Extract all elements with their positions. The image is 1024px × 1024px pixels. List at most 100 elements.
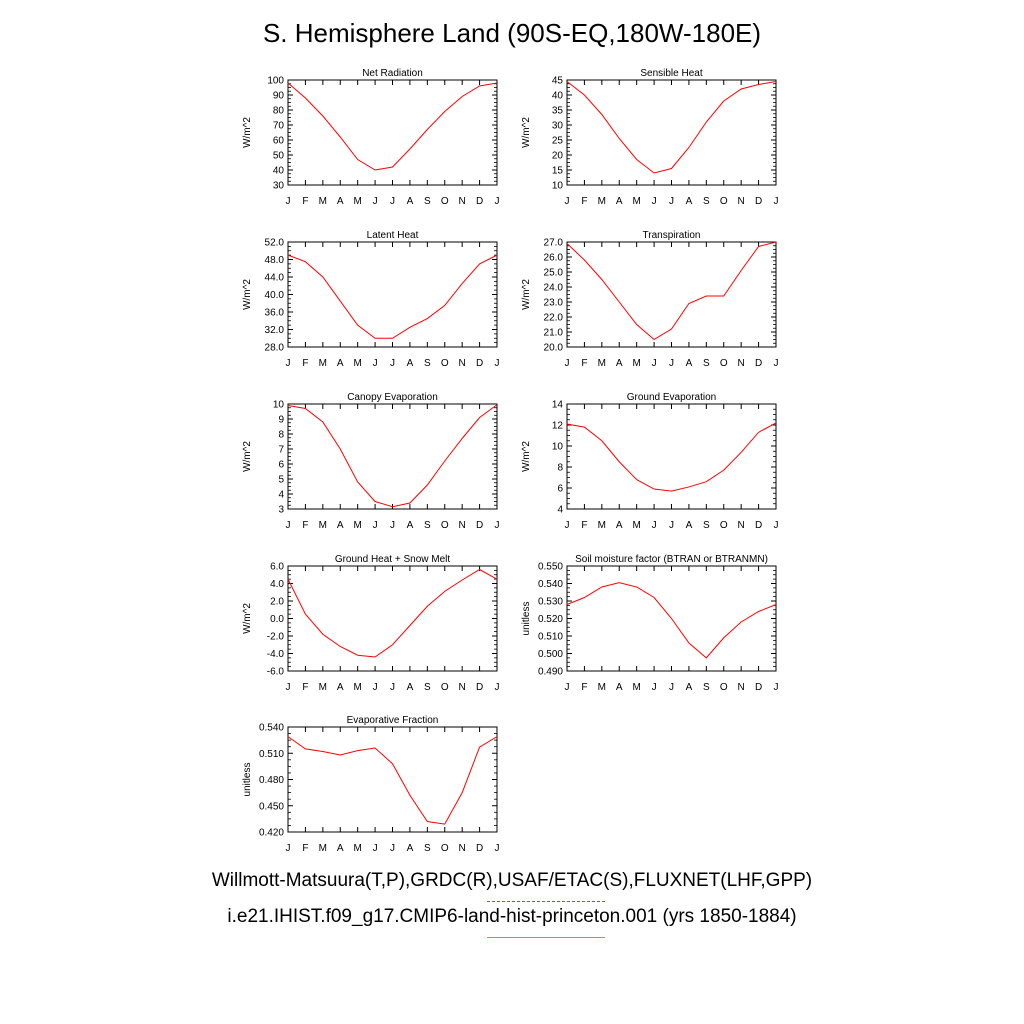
- sensible-heat-x-tick-label: A: [616, 196, 623, 207]
- sensible-heat-y-tick-label: 45: [552, 76, 564, 87]
- ground-heat-snow-melt-y-tick-label: -2.0: [267, 632, 285, 643]
- transpiration-x-tick-label: O: [720, 358, 728, 369]
- ground-evaporation-y-tick-label: 4: [557, 505, 563, 516]
- ground-evaporation-x-tick-label: M: [632, 520, 640, 531]
- net-radiation-y-tick-label: 60: [273, 136, 285, 147]
- transpiration-data-point: [653, 339, 654, 340]
- net-radiation-x-tick-label: M: [353, 196, 361, 207]
- ground-heat-snow-melt-x-tick-label: O: [441, 682, 449, 693]
- evaporative-fraction-data-point: [340, 754, 341, 755]
- ground-heat-snow-melt-y-tick-label: 2.0: [270, 597, 284, 608]
- soil-moisture-factor-btran-or-btranmn-x-tick-label: J: [565, 682, 570, 693]
- ground-evaporation-x-tick-label: F: [581, 520, 587, 531]
- evaporative-fraction-data-point: [374, 747, 375, 748]
- sensible-heat-data-point: [601, 114, 602, 115]
- net-radiation-plot-frame: [287, 79, 498, 186]
- sensible-heat-x-tick-label: N: [738, 196, 745, 207]
- canopy-evaporation-data-point: [479, 417, 480, 418]
- soil-moisture-factor-btran-or-btranmn-x-tick-label: M: [598, 682, 606, 693]
- ground-evaporation-x-tick-label: A: [686, 520, 693, 531]
- soil-moisture-factor-btran-or-btranmn-y-tick-label: 0.510: [538, 632, 563, 643]
- ground-heat-snow-melt-y-axis-label: W/m^2: [242, 603, 253, 634]
- latent-heat-title: Latent Heat: [367, 230, 419, 241]
- ground-evaporation-data-point: [758, 432, 759, 433]
- ground-evaporation-x-tick-label: N: [738, 520, 745, 531]
- net-radiation-data-point: [287, 82, 288, 83]
- sensible-heat-x-tick-label: F: [581, 196, 587, 207]
- sensible-heat-x-tick-label: J: [565, 196, 570, 207]
- evaporative-fraction-y-tick-label: 0.480: [259, 775, 284, 786]
- sensible-heat-data-point: [671, 168, 672, 169]
- ground-evaporation-x-tick-label: O: [720, 520, 728, 531]
- net-radiation-data-point: [392, 166, 393, 167]
- net-radiation-data-point: [496, 82, 497, 83]
- canopy-evaporation-title: Canopy Evaporation: [347, 392, 438, 403]
- soil-moisture-factor-btran-or-btranmn-data-point: [775, 604, 776, 605]
- net-radiation-x-tick-label: J: [495, 196, 500, 207]
- transpiration-y-tick-label: 21.0: [544, 328, 564, 339]
- soil-moisture-factor-btran-or-btranmn-data-point: [741, 621, 742, 622]
- canopy-evaporation-data-point: [427, 484, 428, 485]
- ground-heat-snow-melt-chart: Ground Heat + Snow Melt -6.0 -4.0 -2.0 0.0 2.…: [242, 554, 500, 693]
- net-radiation-data-point: [305, 97, 306, 98]
- canopy-evaporation-x-tick-label: J: [373, 520, 378, 531]
- ground-heat-snow-melt-series-line: [287, 568, 498, 658]
- soil-moisture-factor-btran-or-btranmn-data-point: [688, 642, 689, 643]
- canopy-evaporation-data-point: [496, 404, 497, 405]
- canopy-evaporation-data-point: [357, 481, 358, 482]
- ground-evaporation-y-tick-label: 14: [552, 400, 564, 411]
- evaporative-fraction-y-axis-label: unitless: [242, 763, 253, 797]
- canopy-evaporation-data-point: [340, 448, 341, 449]
- transpiration-x-tick-label: J: [774, 358, 779, 369]
- canopy-evaporation-data-point: [462, 438, 463, 439]
- sensible-heat-x-tick-label: J: [669, 196, 674, 207]
- sensible-heat-y-tick-label: 15: [552, 166, 564, 177]
- sensible-heat-series-line: [566, 81, 777, 174]
- transpiration-x-tick-label: S: [703, 358, 710, 369]
- ground-evaporation-data-point: [619, 461, 620, 462]
- ground-heat-snow-melt-data-point: [392, 644, 393, 645]
- sensible-heat-x-tick-label: O: [720, 196, 728, 207]
- transpiration-x-tick-label: A: [686, 358, 693, 369]
- ground-heat-snow-melt-y-tick-label: 4.0: [270, 579, 284, 590]
- evaporative-fraction-x-tick-label: M: [353, 843, 361, 854]
- sensible-heat-y-tick-label: 30: [552, 121, 564, 132]
- net-radiation-y-tick-label: 30: [273, 181, 285, 192]
- transpiration-x-tick-label: J: [565, 358, 570, 369]
- soil-moisture-factor-btran-or-btranmn-title: Soil moisture factor (BTRAN or BTRANMN): [575, 554, 768, 565]
- latent-heat-x-tick-label: A: [337, 358, 344, 369]
- soil-moisture-factor-btran-or-btranmn-y-tick-label: 0.550: [538, 562, 563, 573]
- latent-heat-data-point: [444, 305, 445, 306]
- ground-evaporation-y-tick-label: 10: [552, 442, 564, 453]
- ground-heat-snow-melt-data-point: [322, 634, 323, 635]
- sensible-heat-x-tick-label: A: [686, 196, 693, 207]
- evaporative-fraction-x-tick-label: D: [476, 843, 483, 854]
- soil-moisture-factor-btran-or-btranmn-y-tick-label: 0.490: [538, 667, 563, 678]
- latent-heat-data-point: [374, 338, 375, 339]
- soil-moisture-factor-btran-or-btranmn-y-tick-label: 0.540: [538, 579, 563, 590]
- net-radiation-data-point: [357, 159, 358, 160]
- net-radiation-data-point: [479, 85, 480, 86]
- soil-moisture-factor-btran-or-btranmn-y-axis-label: unitless: [521, 602, 532, 636]
- model-legend-swatch: [487, 937, 605, 938]
- ground-evaporation-y-tick-label: 8: [557, 463, 563, 474]
- evaporative-fraction-data-point: [392, 763, 393, 764]
- canopy-evaporation-x-tick-label: N: [459, 520, 466, 531]
- ground-evaporation-data-point: [688, 486, 689, 487]
- ground-heat-snow-melt-y-tick-label: 6.0: [270, 562, 284, 573]
- net-radiation-data-point: [322, 115, 323, 116]
- soil-moisture-factor-btran-or-btranmn-data-point: [601, 586, 602, 587]
- ground-evaporation-data-point: [706, 481, 707, 482]
- sensible-heat-x-tick-label: D: [755, 196, 762, 207]
- ground-heat-snow-melt-x-tick-label: A: [337, 682, 344, 693]
- latent-heat-y-axis-label: W/m^2: [242, 279, 253, 310]
- transpiration-x-tick-label: N: [738, 358, 745, 369]
- soil-moisture-factor-btran-or-btranmn-data-point: [671, 618, 672, 619]
- ground-evaporation-title: Ground Evaporation: [627, 392, 717, 403]
- transpiration-x-tick-label: M: [632, 358, 640, 369]
- transpiration-title: Transpiration: [643, 230, 701, 241]
- evaporative-fraction-y-tick-label: 0.450: [259, 801, 284, 812]
- net-radiation-y-tick-label: 80: [273, 106, 285, 117]
- transpiration-y-tick-label: 27.0: [544, 238, 564, 249]
- ground-heat-snow-melt-data-point: [340, 646, 341, 647]
